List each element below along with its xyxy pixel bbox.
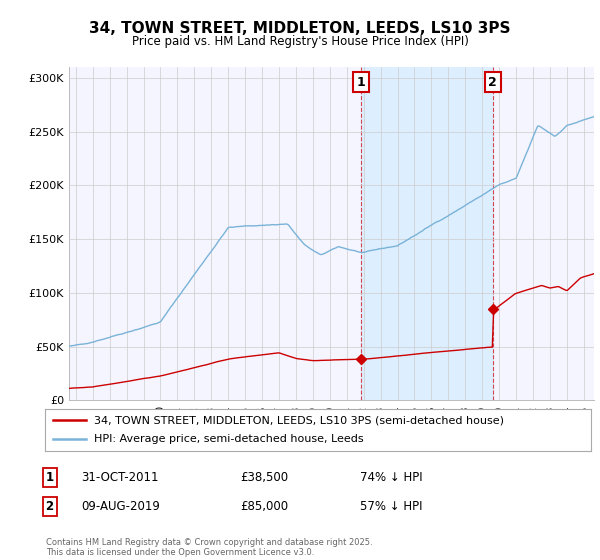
Text: £85,000: £85,000 [240, 500, 288, 514]
Text: 2: 2 [46, 500, 54, 514]
Text: Contains HM Land Registry data © Crown copyright and database right 2025.
This d: Contains HM Land Registry data © Crown c… [46, 538, 372, 557]
Bar [361, 67, 493, 400]
Text: 1: 1 [356, 76, 365, 88]
Text: 09-AUG-2019: 09-AUG-2019 [81, 500, 160, 514]
Text: £38,500: £38,500 [240, 470, 288, 484]
Text: 2: 2 [488, 76, 497, 88]
Text: 34, TOWN STREET, MIDDLETON, LEEDS, LS10 3PS (semi-detached house): 34, TOWN STREET, MIDDLETON, LEEDS, LS10 … [94, 415, 504, 425]
Text: HPI: Average price, semi-detached house, Leeds: HPI: Average price, semi-detached house,… [94, 435, 364, 445]
Text: 31-OCT-2011: 31-OCT-2011 [81, 470, 158, 484]
Text: 1: 1 [46, 470, 54, 484]
Text: 34, TOWN STREET, MIDDLETON, LEEDS, LS10 3PS: 34, TOWN STREET, MIDDLETON, LEEDS, LS10 … [89, 21, 511, 36]
Text: Price paid vs. HM Land Registry's House Price Index (HPI): Price paid vs. HM Land Registry's House … [131, 35, 469, 48]
Text: 57% ↓ HPI: 57% ↓ HPI [360, 500, 422, 514]
Text: 74% ↓ HPI: 74% ↓ HPI [360, 470, 422, 484]
